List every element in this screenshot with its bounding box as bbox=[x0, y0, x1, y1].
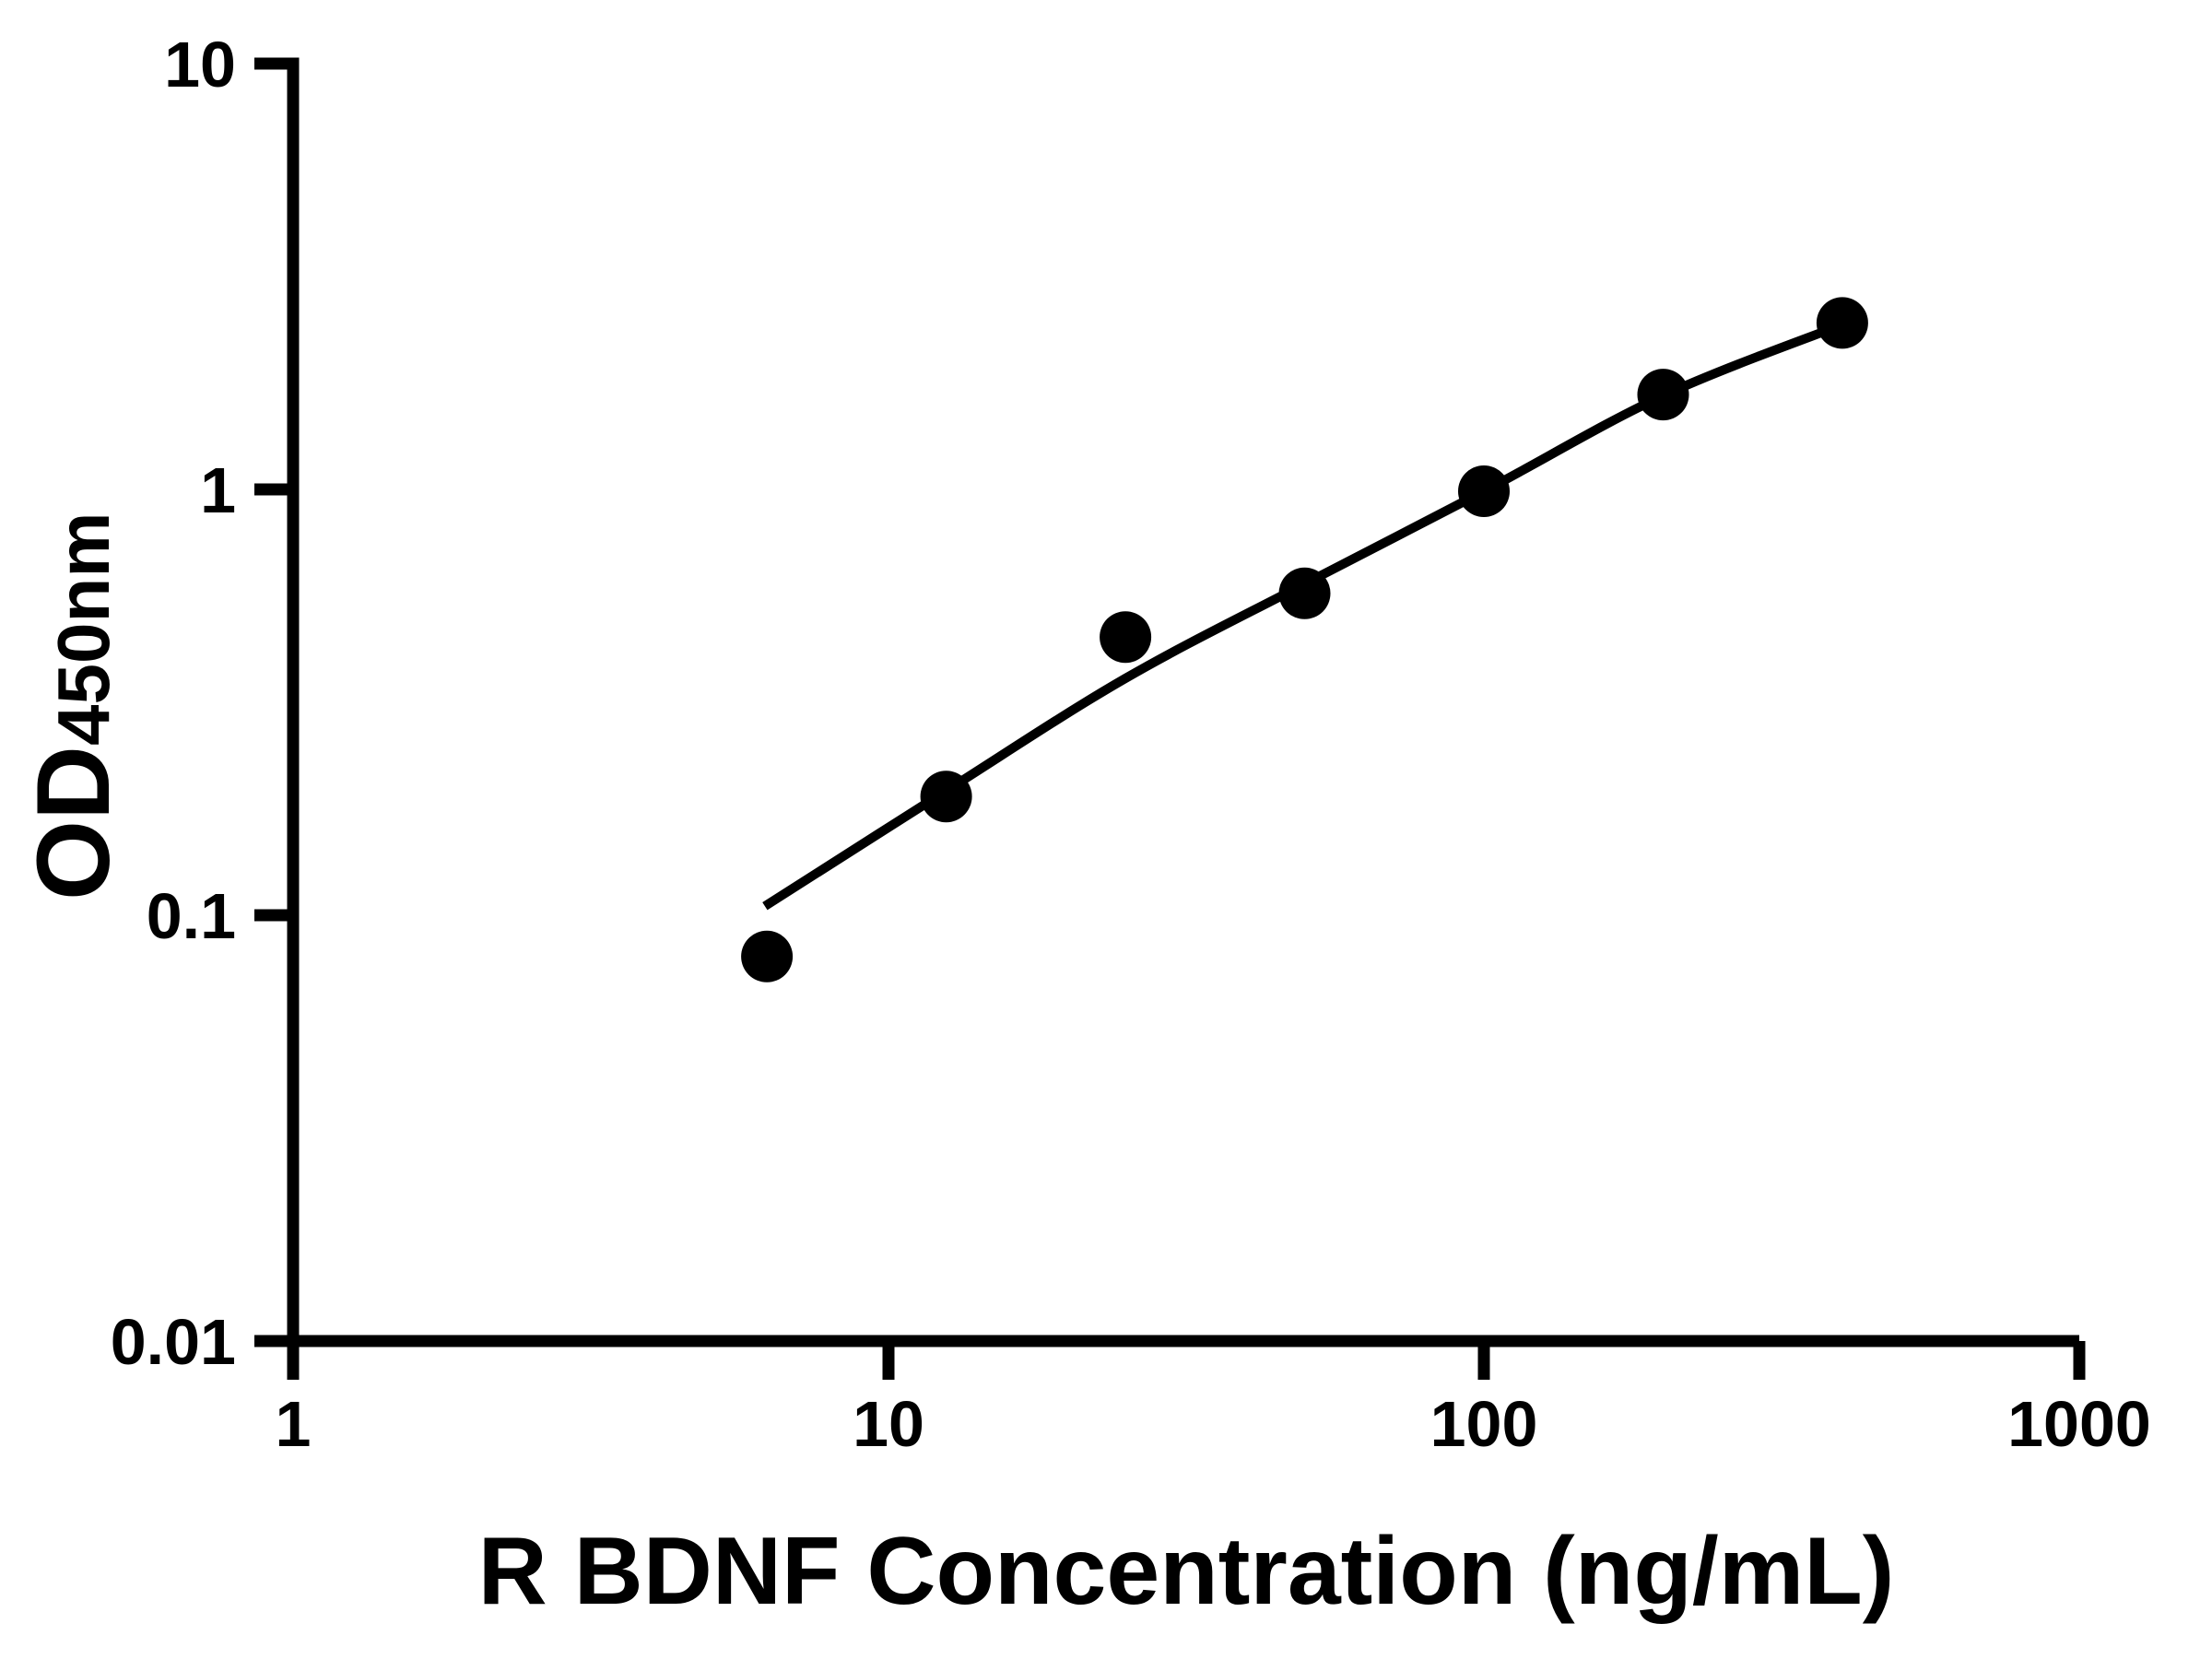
axes-layer: 0.01 0.1 1 10 1 10 100 1000 bbox=[111, 29, 2151, 1460]
data-point-marker bbox=[920, 771, 972, 823]
data-point-marker bbox=[1278, 567, 1331, 619]
data-point-marker bbox=[1816, 297, 1868, 349]
data-point-marker bbox=[1458, 465, 1510, 517]
data-points-layer bbox=[741, 297, 1868, 982]
x-tick-label: 1 bbox=[276, 1388, 312, 1460]
data-point-marker bbox=[741, 930, 794, 982]
x-tick-label: 10 bbox=[853, 1388, 924, 1460]
y-tick-label: 0.01 bbox=[111, 1306, 236, 1378]
data-point-marker bbox=[1100, 611, 1152, 664]
x-axis-title: R BDNF Concentration (ng/mL) bbox=[478, 1518, 1895, 1625]
y-tick-label: 10 bbox=[164, 29, 236, 100]
y-tick-label: 0.1 bbox=[147, 880, 236, 952]
axis-spines bbox=[287, 57, 2079, 1347]
x-tick-label: 100 bbox=[1430, 1388, 1538, 1460]
y-axis-title: OD450nm bbox=[16, 512, 131, 900]
y-axis-title-subscript: 450nm bbox=[42, 512, 124, 746]
y-axis-title-main: OD bbox=[16, 746, 131, 900]
x-tick-label: 1000 bbox=[2007, 1388, 2151, 1460]
data-point-marker bbox=[1637, 369, 1689, 421]
y-tick-label: 1 bbox=[200, 454, 236, 526]
